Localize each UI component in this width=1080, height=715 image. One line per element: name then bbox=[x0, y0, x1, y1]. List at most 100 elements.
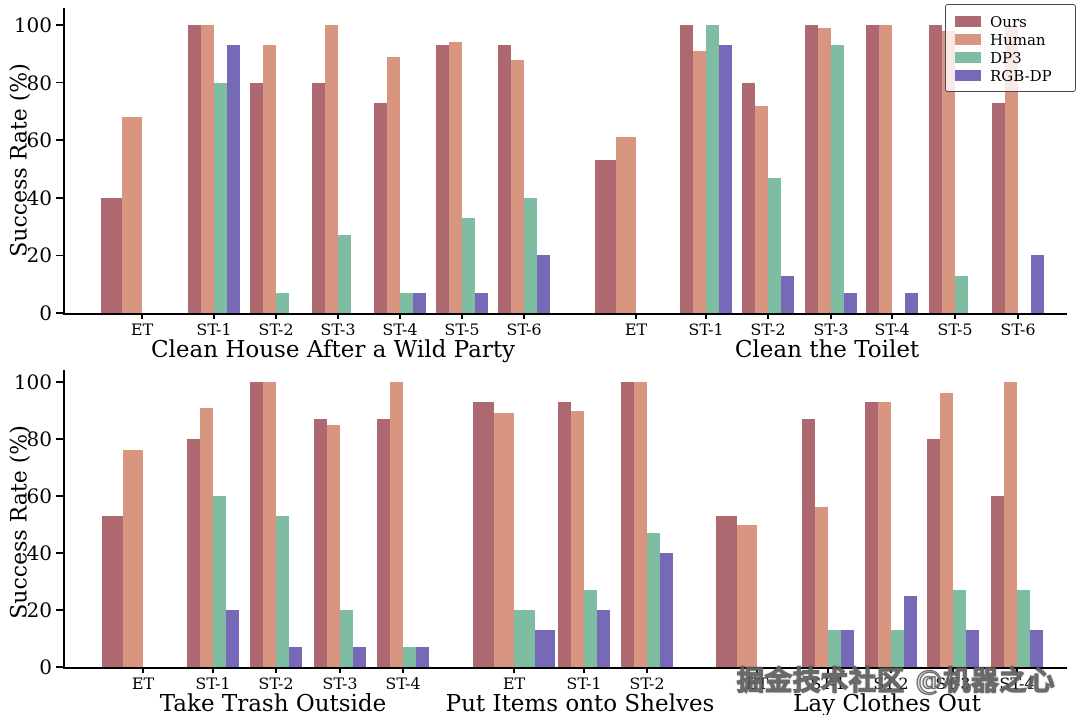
x-tick-label: ST-2 bbox=[258, 320, 294, 339]
x-tick-mark bbox=[339, 667, 341, 673]
bar-ours bbox=[991, 496, 1004, 667]
bar-human bbox=[122, 450, 143, 667]
x-tick-label: ST-2 bbox=[629, 674, 665, 693]
bar-human bbox=[1005, 25, 1018, 313]
bar-rgb-dp bbox=[904, 595, 917, 667]
x-tick-mark bbox=[705, 313, 707, 319]
x-tick-mark bbox=[402, 667, 404, 673]
bar-human bbox=[511, 59, 524, 313]
x-tick-label: ST-3 bbox=[813, 320, 849, 339]
bar-human bbox=[942, 30, 955, 313]
x-tick-mark bbox=[767, 313, 769, 319]
bar-ours bbox=[927, 439, 940, 667]
bar-dp3 bbox=[462, 217, 475, 313]
bar-rgb-dp bbox=[413, 292, 426, 313]
bar-human bbox=[387, 56, 400, 313]
bar-ours bbox=[929, 25, 942, 313]
bar-rgb-dp bbox=[660, 553, 673, 667]
x-tick-label: ET bbox=[130, 320, 154, 339]
bar-human bbox=[263, 45, 276, 313]
bar-human bbox=[325, 25, 338, 313]
x-tick-mark bbox=[213, 313, 215, 319]
x-tick-label: ET bbox=[624, 320, 648, 339]
bar-dp3 bbox=[524, 197, 537, 313]
bar-rgb-dp bbox=[1031, 255, 1044, 313]
legend-swatch-icon bbox=[955, 16, 981, 27]
x-tick-mark bbox=[635, 313, 637, 319]
bar-ours bbox=[742, 82, 755, 313]
bar-ours bbox=[865, 401, 878, 667]
bar-human bbox=[818, 27, 831, 313]
x-tick-label: ST-4 bbox=[874, 320, 910, 339]
bar-ours bbox=[102, 515, 123, 667]
x-tick-mark bbox=[952, 667, 954, 673]
bar-ours bbox=[314, 419, 327, 667]
y-tick-label: 100 bbox=[13, 370, 52, 394]
bar-rgb-dp bbox=[719, 45, 732, 313]
x-tick-label: ST-1 bbox=[195, 674, 231, 693]
x-tick-mark bbox=[337, 313, 339, 319]
x-tick-mark bbox=[212, 667, 214, 673]
y-tick-mark bbox=[56, 24, 63, 26]
bar-dp3 bbox=[213, 496, 226, 667]
task-label: Clean the Toilet bbox=[734, 337, 920, 363]
bar-rgb-dp bbox=[416, 647, 429, 667]
bar-ours bbox=[436, 45, 449, 313]
task-label: Take Trash Outside bbox=[159, 691, 387, 715]
x-tick-label: ST-2 bbox=[750, 320, 786, 339]
bar-dp3 bbox=[955, 275, 968, 313]
bar-rgb-dp bbox=[597, 610, 610, 667]
bar-human bbox=[615, 137, 636, 313]
x-tick-label: ST-6 bbox=[1000, 320, 1036, 339]
x-tick-mark bbox=[890, 667, 892, 673]
x-tick-label: ST-2 bbox=[873, 674, 909, 693]
bar-rgb-dp bbox=[844, 292, 857, 313]
legend-item: Ours bbox=[955, 13, 1066, 30]
x-tick-label: ST-4 bbox=[385, 674, 421, 693]
y-tick-mark bbox=[56, 666, 63, 668]
bar-ours bbox=[250, 382, 263, 667]
x-tick-label: ST-1 bbox=[566, 674, 602, 693]
bar-human bbox=[878, 401, 891, 667]
legend-swatch-icon bbox=[955, 34, 981, 45]
bar-rgb-dp bbox=[353, 647, 366, 667]
bar-human bbox=[263, 382, 276, 667]
legend-label: RGB-DP bbox=[990, 66, 1052, 85]
bar-human bbox=[493, 413, 514, 667]
bar-rgb-dp bbox=[226, 610, 239, 667]
bar-human bbox=[121, 117, 142, 313]
bar-dp3 bbox=[400, 292, 413, 313]
y-axis-line-bottom bbox=[63, 370, 65, 667]
bar-human bbox=[693, 50, 706, 313]
task-label: Put Items onto Shelves bbox=[445, 691, 715, 715]
bar-ours bbox=[250, 82, 263, 313]
x-tick-label: ST-1 bbox=[196, 320, 232, 339]
y-tick-label: 40 bbox=[26, 541, 52, 565]
bar-human bbox=[1004, 382, 1017, 667]
x-tick-label: ST-3 bbox=[935, 674, 971, 693]
bar-dp3 bbox=[831, 45, 844, 313]
bar-dp3 bbox=[891, 629, 904, 667]
x-tick-mark bbox=[275, 667, 277, 673]
legend-label: DP3 bbox=[990, 48, 1022, 67]
bar-dp3 bbox=[338, 235, 351, 313]
bar-dp3 bbox=[340, 610, 353, 667]
bar-dp3 bbox=[276, 515, 289, 667]
y-axis-title-bottom: Success Rate (%) bbox=[7, 425, 33, 619]
legend: Ours Human DP3 RGB-DP bbox=[945, 4, 1076, 92]
bar-human bbox=[390, 382, 403, 667]
bar-ours bbox=[621, 382, 634, 667]
bar-human bbox=[879, 25, 892, 313]
x-tick-label: ST-2 bbox=[258, 674, 294, 693]
bar-ours bbox=[312, 82, 325, 313]
y-tick-mark bbox=[56, 609, 63, 611]
bar-rgb-dp bbox=[475, 292, 488, 313]
bar-dp3 bbox=[1017, 590, 1030, 667]
bar-ours bbox=[188, 25, 201, 313]
x-axis-line-top bbox=[63, 313, 1067, 315]
bar-rgb-dp bbox=[289, 647, 302, 667]
watermark: 掘金技术社区 @机器之心 bbox=[736, 665, 1056, 697]
legend-swatch-icon bbox=[955, 70, 981, 81]
bar-dp3 bbox=[276, 292, 289, 313]
